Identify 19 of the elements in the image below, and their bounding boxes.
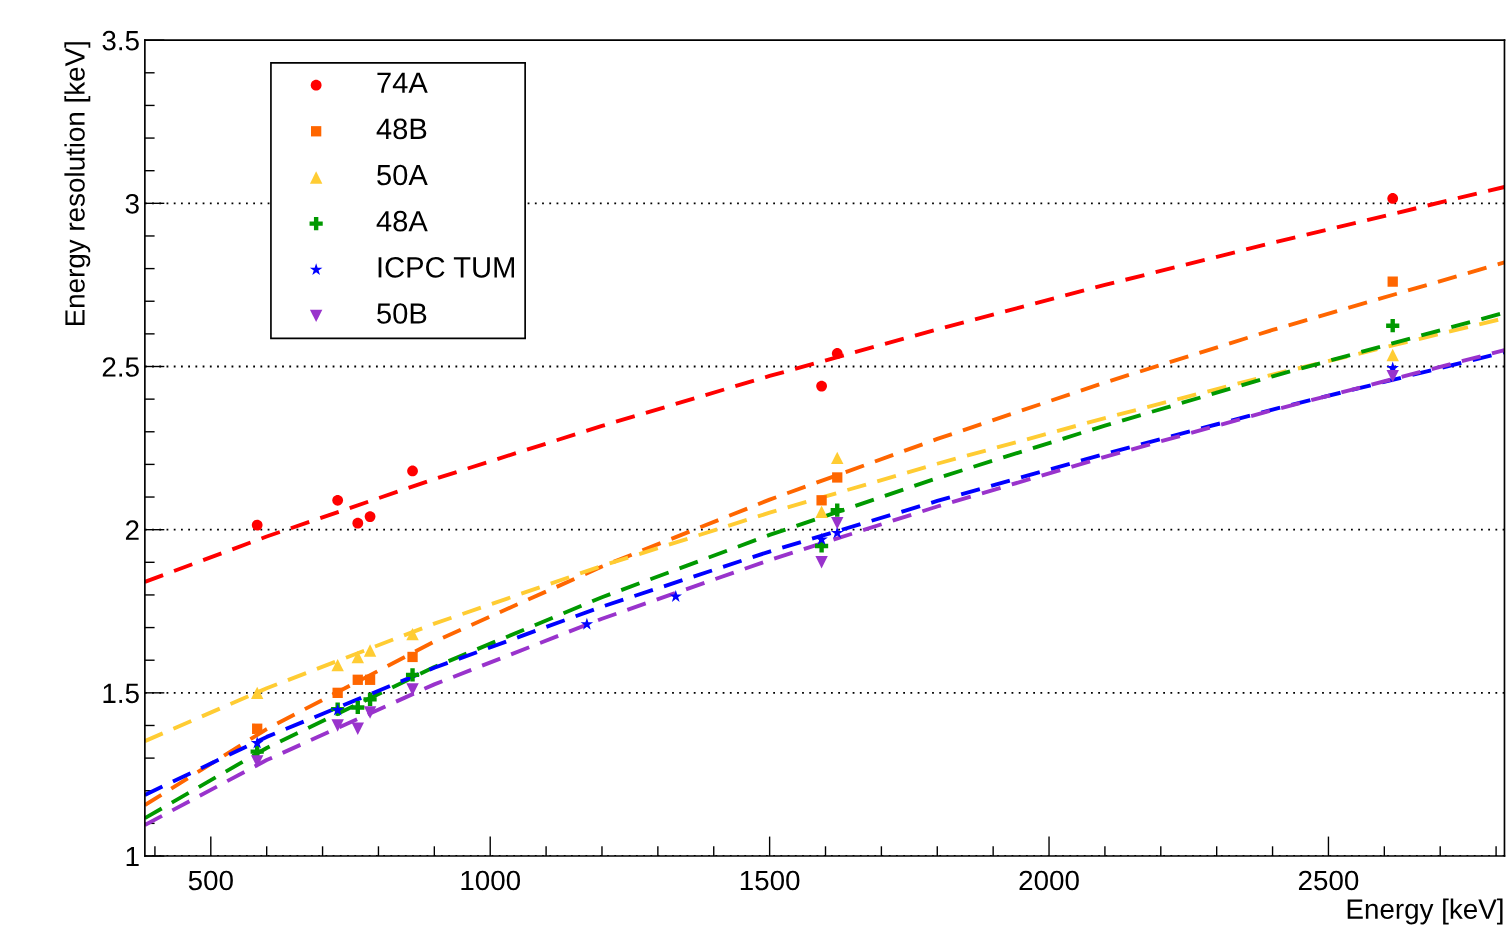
y-axis-title: Energy resolution [keV] <box>64 42 91 326</box>
x-tick-label: 1500 <box>740 870 800 891</box>
x-tick-label: 2000 <box>1019 870 1079 891</box>
y-tick-label: 1.5 <box>103 683 139 704</box>
y-tick-label: 3 <box>125 194 139 214</box>
legend-label: 50A <box>377 164 428 186</box>
x-tick-label: 1000 <box>461 870 521 891</box>
x-tick-label: 500 <box>188 870 233 891</box>
legend-label: 74A <box>377 72 428 93</box>
x-axis-title: Energy [keV] <box>1347 898 1503 925</box>
legend-label: 50B <box>377 303 427 324</box>
y-tick-label: 2 <box>125 520 139 540</box>
y-tick-label: 3.5 <box>102 30 139 51</box>
y-tick-label: 2.5 <box>102 357 139 377</box>
legend-label: ICPC TUM <box>378 257 514 278</box>
legend-label: 48B <box>376 118 427 140</box>
x-tick-label: 2500 <box>1298 870 1359 891</box>
legend-label: 48A <box>376 210 428 232</box>
y-tick-label: 1 <box>126 846 139 867</box>
